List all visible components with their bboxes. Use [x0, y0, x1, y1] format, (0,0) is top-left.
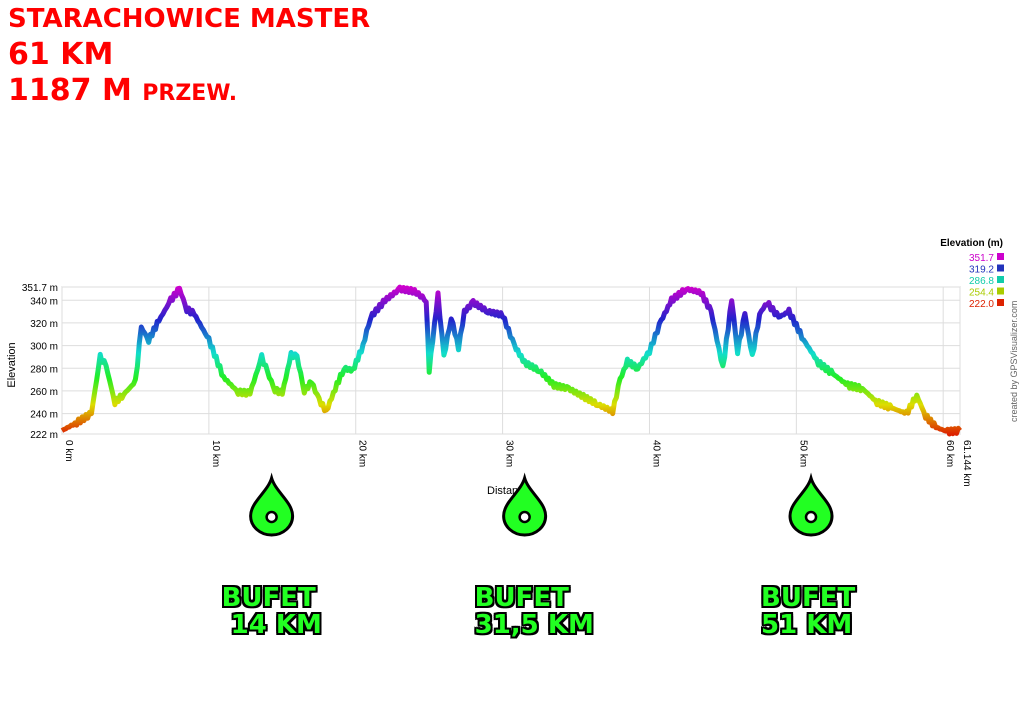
plot-frame [61, 286, 961, 435]
drop-shape [249, 472, 295, 537]
y-tick-label: 351.7 m [22, 283, 58, 294]
drop-shape [502, 472, 548, 537]
drop-dot [518, 510, 531, 524]
bufet-label-distance: 51 KM [761, 609, 853, 640]
water-drop-icon [788, 472, 834, 537]
legend-label: 222.0 [969, 299, 994, 310]
x-axis-label: Distan [487, 485, 518, 497]
legend-swatch [997, 299, 1004, 306]
x-tick-label: 61.144 km [961, 440, 972, 487]
legend-label: 351.7 [969, 253, 994, 264]
drop-dot [265, 510, 278, 524]
bufet-label: BUFET 31,5 KM [475, 585, 594, 638]
bufet-label-distance: 14 KM [221, 609, 322, 640]
elevation-gain-value: 1187 M [8, 73, 132, 108]
title-block: STARACHOWICE MASTER 61 KM 1187 M PRZEW. [8, 6, 370, 106]
elevation-gain-unit: PRZEW. [142, 81, 238, 106]
elevation-profile-line [60, 284, 962, 437]
legend-label: 254.4 [969, 288, 994, 299]
bufet-label: BUFET 51 KM [761, 585, 855, 638]
legend-swatch [997, 287, 1004, 295]
race-elevation-gain: 1187 M PRZEW. [8, 76, 370, 106]
y-tick-label: 260 m [30, 387, 58, 398]
x-tick-label: 50 km [797, 440, 808, 467]
drop-dot [804, 510, 818, 524]
x-axis-ticks: 0 km 10 km 20 km 30 km 40 km 50 km 60 km 61.144… [63, 440, 972, 487]
bufet-label: BUFET 14 KM [222, 585, 322, 638]
credit-text: created by GPSVisualizer.com [1009, 301, 1019, 422]
x-tick-label: 40 km [650, 440, 661, 467]
drop-shape [788, 472, 834, 537]
x-tick-label: 0 km [63, 440, 74, 462]
x-tick-label: 60 km [944, 440, 955, 467]
y-tick-label: 300 m [30, 342, 58, 353]
x-tick-label: 30 km [504, 440, 515, 467]
y-axis-ticks: 222 m 240 m 260 m 280 m 300 m 320 m 340 m 351.7… [22, 283, 58, 441]
legend-swatch [997, 264, 1004, 272]
y-tick-label: 340 m [30, 296, 58, 307]
x-tick-label: 10 km [210, 440, 221, 467]
bufet-label-title: BUFET [474, 583, 569, 613]
y-axis-label: Elevation [6, 342, 18, 387]
race-title: STARACHOWICE MASTER [8, 4, 371, 34]
y-tick-label: 320 m [30, 319, 58, 330]
y-tick-label: 280 m [30, 364, 58, 375]
legend-label: 286.8 [969, 276, 994, 287]
marker-group [249, 472, 834, 537]
bufet-label-title: BUFET [221, 583, 316, 613]
bufet-label-distance: 31,5 KM [474, 609, 594, 640]
legend-label: 319.2 [969, 265, 994, 276]
y-tick-label: 240 m [30, 410, 58, 421]
water-drop-icon [502, 472, 548, 537]
water-drop-icon [249, 472, 295, 537]
x-tick-label: 20 km [357, 440, 368, 467]
legend-swatch [997, 276, 1004, 283]
chart-grid [61, 286, 961, 435]
race-distance: 61 KM [8, 37, 114, 72]
y-tick-label: 222 m [30, 430, 58, 441]
legend-swatch [997, 253, 1004, 260]
bufet-label-title: BUFET [761, 583, 856, 613]
legend-title: Elevation (m) [940, 238, 1003, 249]
